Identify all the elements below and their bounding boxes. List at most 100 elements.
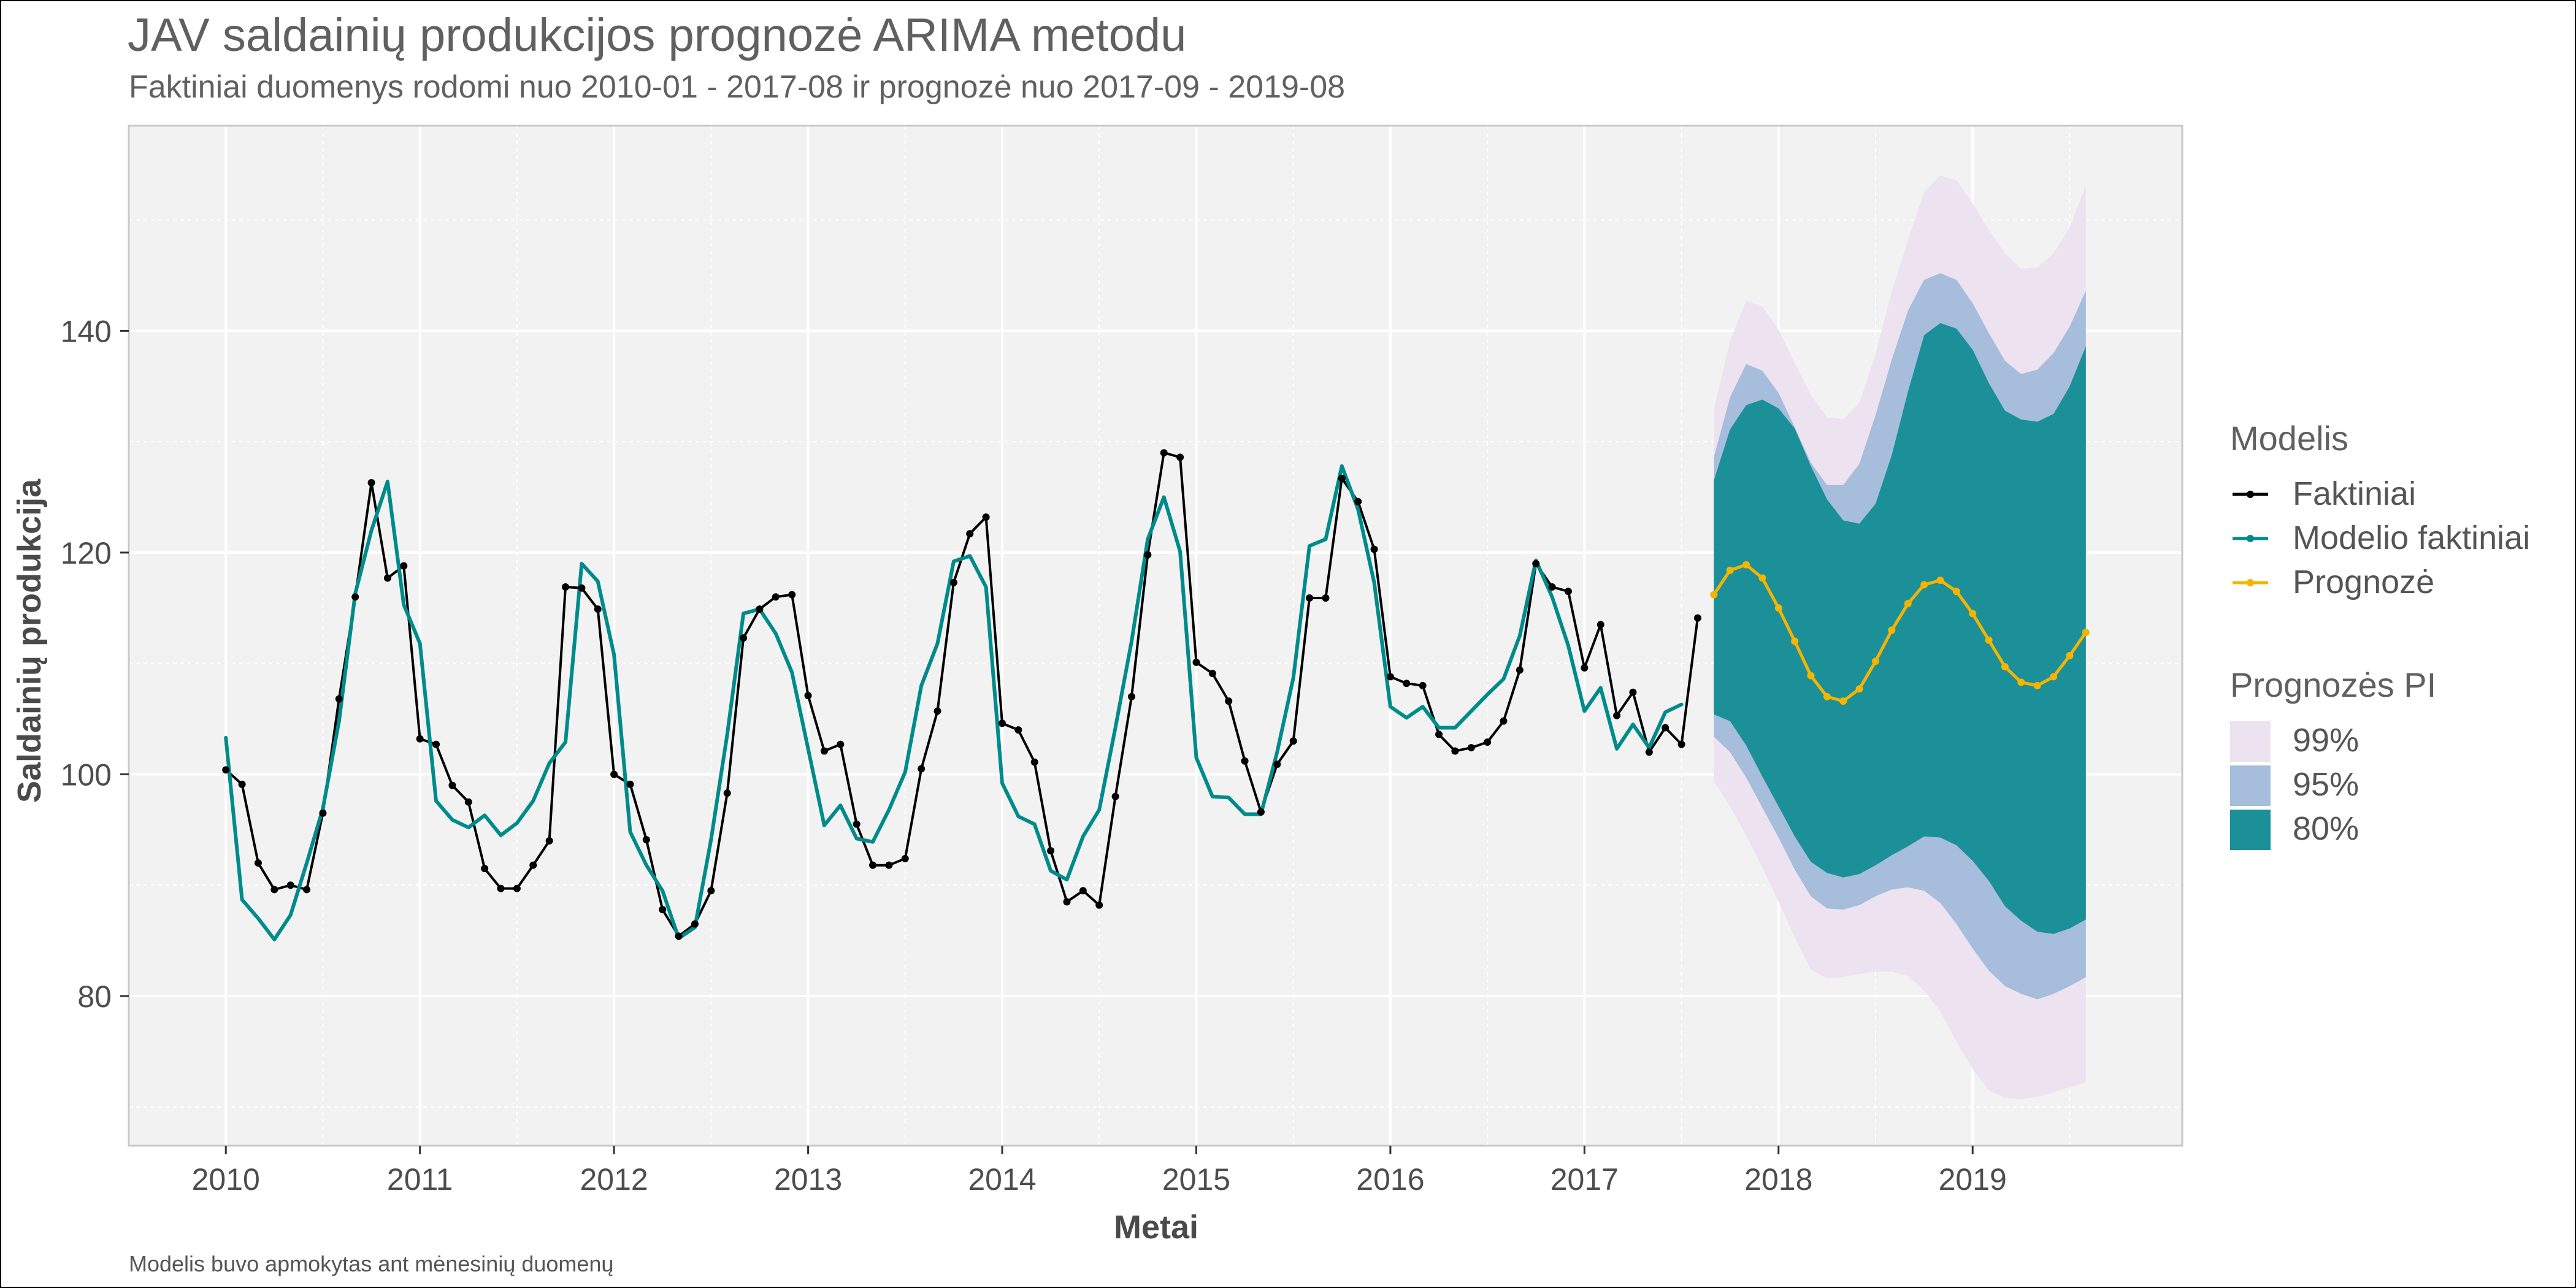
series-line-modelio-faktiniai — [224, 464, 1684, 941]
point-faktiniai — [740, 634, 748, 642]
pi-band-80 — [1714, 323, 2086, 934]
legend-label-prognoze: Prognozė — [2293, 564, 2435, 600]
legend-key-point-prognoze — [2247, 579, 2254, 586]
point-faktiniai — [772, 593, 780, 601]
point-faktiniai — [562, 583, 570, 591]
point-prognoze — [2066, 652, 2074, 660]
point-faktiniai — [626, 780, 634, 788]
point-faktiniai — [367, 479, 375, 487]
point-faktiniai — [1127, 692, 1135, 700]
point-faktiniai — [999, 719, 1006, 727]
point-faktiniai — [416, 735, 424, 743]
point-faktiniai — [1370, 545, 1378, 553]
point-faktiniai — [1095, 901, 1103, 909]
point-faktiniai — [1613, 711, 1621, 719]
chart-subtitle: Faktiniai duomenys rodomi nuo 2010-01 - … — [129, 69, 1346, 105]
point-prognoze — [1839, 697, 1847, 705]
legend-label-pi-99: 99% — [2293, 722, 2359, 759]
legend-label-pi-95: 95% — [2293, 766, 2359, 803]
point-faktiniai — [448, 781, 456, 789]
legend-title-pi: Prognozės PI — [2230, 665, 2437, 704]
point-faktiniai — [1500, 717, 1508, 725]
x-tick-label: 2016 — [1356, 1162, 1424, 1197]
x-tick-label: 2013 — [774, 1162, 842, 1197]
point-faktiniai — [1192, 658, 1200, 666]
point-faktiniai — [1176, 453, 1184, 461]
point-faktiniai — [1532, 560, 1540, 568]
point-prognoze — [1872, 657, 1880, 665]
point-faktiniai — [1645, 748, 1653, 756]
point-faktiniai — [1160, 449, 1168, 457]
point-faktiniai — [481, 865, 489, 873]
point-faktiniai — [918, 765, 926, 773]
point-faktiniai — [642, 836, 650, 844]
point-prognoze — [1742, 561, 1750, 569]
point-faktiniai — [1030, 758, 1038, 766]
point-prognoze — [1888, 626, 1896, 634]
point-faktiniai — [351, 593, 359, 601]
point-faktiniai — [853, 820, 861, 828]
point-faktiniai — [545, 837, 553, 845]
point-faktiniai — [1144, 551, 1152, 559]
x-tick-label: 2015 — [1162, 1162, 1230, 1197]
point-faktiniai — [1467, 744, 1475, 752]
point-faktiniai — [286, 881, 294, 889]
point-faktiniai — [1111, 792, 1119, 800]
y-tick-label: 140 — [61, 314, 112, 348]
point-faktiniai — [400, 562, 408, 570]
point-faktiniai — [319, 809, 327, 817]
legend-title-model: Modelis — [2230, 419, 2348, 458]
point-faktiniai — [1338, 474, 1346, 482]
point-faktiniai — [1629, 688, 1637, 696]
legend-label-pi-80: 80% — [2293, 810, 2359, 847]
point-faktiniai — [594, 605, 602, 613]
legend-key-point-modelio-faktiniai — [2247, 535, 2254, 542]
legend-key-pi-99 — [2230, 721, 2271, 762]
x-tick-label: 2018 — [1744, 1162, 1812, 1197]
point-faktiniai — [691, 920, 699, 928]
point-prognoze — [2082, 629, 2090, 637]
point-prognoze — [2050, 673, 2058, 681]
point-prognoze — [1969, 610, 1977, 618]
point-faktiniai — [885, 861, 893, 869]
legend — [2230, 491, 2271, 850]
point-prognoze — [1791, 637, 1799, 645]
point-faktiniai — [756, 605, 764, 613]
point-prognoze — [1710, 591, 1718, 599]
point-prognoze — [2001, 663, 2009, 671]
x-tick-label: 2017 — [1551, 1162, 1619, 1197]
point-faktiniai — [1677, 740, 1685, 748]
point-faktiniai — [1225, 697, 1233, 705]
tick-labels: 2010 2011 2012 2013 2014 2015 2016 2017 2018 2019… — [61, 314, 2007, 1197]
point-faktiniai — [982, 513, 990, 521]
y-axis-label: Saldainių produkcija — [11, 478, 48, 803]
x-axis-label: Metai — [1113, 1209, 1199, 1246]
point-faktiniai — [1047, 847, 1055, 855]
point-faktiniai — [788, 591, 796, 599]
point-faktiniai — [1548, 583, 1556, 591]
point-faktiniai — [933, 707, 941, 715]
point-prognoze — [1726, 566, 1734, 574]
point-prognoze — [1855, 685, 1863, 693]
point-prognoze — [1807, 672, 1815, 680]
point-faktiniai — [1386, 673, 1394, 681]
point-faktiniai — [1354, 497, 1362, 505]
point-prognoze — [1920, 581, 1928, 589]
legend-label-modelio-faktiniai: Modelio faktiniai — [2293, 519, 2531, 556]
point-faktiniai — [966, 530, 974, 538]
x-tick-label: 2012 — [580, 1162, 648, 1197]
y-tick-label: 80 — [77, 979, 112, 1014]
point-prognoze — [2033, 681, 2041, 689]
point-faktiniai — [949, 578, 957, 586]
point-faktiniai — [1208, 669, 1216, 677]
chart-caption: Modelis buvo apmokytas ant mėnesinių duo… — [129, 1251, 614, 1276]
point-faktiniai — [1597, 621, 1604, 629]
point-faktiniai — [464, 798, 472, 806]
point-faktiniai — [659, 905, 667, 913]
point-prognoze — [1936, 577, 1944, 585]
point-faktiniai — [513, 884, 521, 892]
point-faktiniai — [869, 861, 877, 869]
x-tick-label: 2011 — [387, 1162, 453, 1197]
